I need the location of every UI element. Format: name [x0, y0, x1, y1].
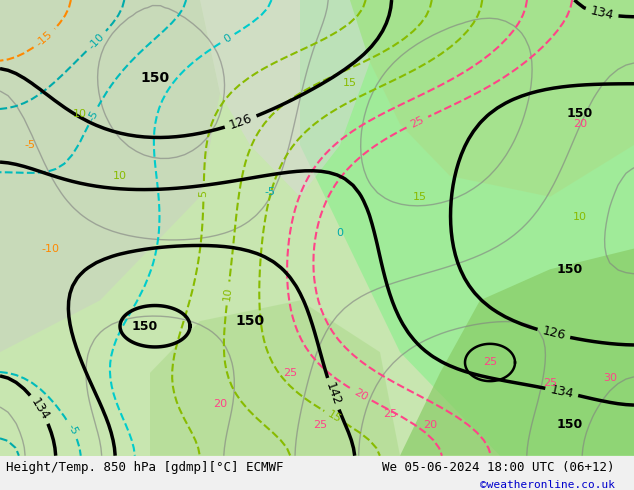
Text: 15: 15: [326, 409, 343, 425]
Text: 25: 25: [283, 368, 297, 378]
Text: 150: 150: [557, 418, 583, 431]
Text: 134: 134: [589, 4, 615, 22]
Text: 5: 5: [198, 190, 209, 196]
Text: 10: 10: [113, 171, 127, 181]
Text: 20: 20: [213, 399, 227, 409]
Text: 10: 10: [573, 213, 587, 222]
Text: -5: -5: [264, 187, 276, 196]
Text: 20: 20: [353, 387, 370, 402]
Text: 20: 20: [573, 119, 587, 129]
Polygon shape: [400, 248, 634, 456]
Polygon shape: [150, 300, 400, 456]
Text: 25: 25: [313, 419, 327, 430]
Text: 25: 25: [383, 409, 397, 419]
Text: 150: 150: [557, 263, 583, 276]
Text: 134: 134: [549, 383, 574, 401]
Text: 0: 0: [222, 32, 233, 45]
Text: Height/Temp. 850 hPa [gdmp][°C] ECMWF: Height/Temp. 850 hPa [gdmp][°C] ECMWF: [6, 461, 284, 474]
Text: 30: 30: [603, 373, 617, 383]
Polygon shape: [350, 0, 634, 197]
Polygon shape: [0, 0, 220, 352]
Polygon shape: [300, 0, 634, 456]
Text: 15: 15: [413, 192, 427, 202]
Text: 150: 150: [235, 314, 264, 328]
Text: 25: 25: [409, 115, 426, 130]
Text: ©weatheronline.co.uk: ©weatheronline.co.uk: [480, 480, 615, 490]
Text: -15: -15: [34, 29, 55, 49]
Text: 0: 0: [337, 228, 344, 238]
Text: 20: 20: [423, 419, 437, 430]
Text: We 05-06-2024 18:00 UTC (06+12): We 05-06-2024 18:00 UTC (06+12): [382, 461, 615, 474]
Text: -5: -5: [86, 109, 100, 123]
Text: 10: 10: [73, 109, 87, 119]
Text: -5: -5: [25, 140, 36, 150]
Text: 126: 126: [228, 112, 254, 132]
Text: 10: 10: [222, 286, 234, 301]
Text: 134: 134: [29, 395, 52, 422]
Text: 150: 150: [141, 71, 169, 85]
Text: 150: 150: [567, 107, 593, 121]
Text: 25: 25: [483, 358, 497, 368]
Text: 126: 126: [541, 325, 567, 343]
Polygon shape: [200, 0, 370, 197]
Text: -5: -5: [65, 422, 79, 437]
Text: -10: -10: [41, 244, 59, 253]
Text: 15: 15: [343, 78, 357, 88]
Text: 142: 142: [323, 381, 343, 407]
Text: -10: -10: [86, 31, 106, 51]
Text: 25: 25: [543, 378, 557, 388]
Text: 150: 150: [132, 320, 158, 333]
